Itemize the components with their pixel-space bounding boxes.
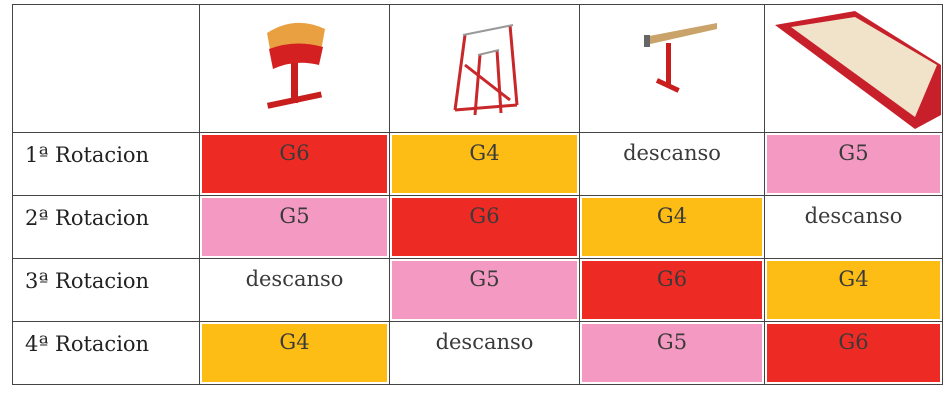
group-cell: descanso (579, 132, 765, 196)
group-cell: G6 (764, 321, 943, 385)
group-name: descanso (202, 261, 387, 319)
group-name: descanso (767, 198, 940, 256)
group-cell: G6 (389, 195, 580, 259)
floor-icon (775, 11, 941, 129)
balance-beam-icon (644, 23, 717, 93)
group-cell: G4 (579, 195, 765, 259)
group-name: G4 (582, 198, 762, 256)
header-row (12, 4, 943, 133)
group-cell: G4 (389, 132, 580, 196)
group-name: G4 (392, 135, 577, 193)
uneven-bars-cell (389, 4, 580, 133)
group-cell: G5 (199, 195, 390, 259)
row-label: 3ª Rotacion (25, 269, 150, 293)
group-cell: descanso (199, 258, 390, 322)
row-label-cell: 4ª Rotacion (12, 321, 200, 385)
row-label-cell: 2ª Rotacion (12, 195, 200, 259)
balance-beam-cell (579, 4, 765, 133)
group-name: descanso (582, 135, 762, 193)
group-name: G5 (767, 135, 940, 193)
group-name: G4 (767, 261, 940, 319)
rotation-row: 1ª Rotacion G6 G4 descanso G5 (12, 132, 943, 196)
row-label-cell: 3ª Rotacion (12, 258, 200, 322)
group-cell: G6 (199, 132, 390, 196)
row-label: 4ª Rotacion (25, 332, 150, 356)
group-cell: G5 (579, 321, 765, 385)
group-cell: descanso (389, 321, 580, 385)
group-cell: G5 (389, 258, 580, 322)
pommel-horse-icon (266, 22, 325, 109)
row-label: 2ª Rotacion (25, 206, 150, 230)
group-name: G6 (392, 198, 577, 256)
rotation-table: 1ª Rotacion G6 G4 descanso G5 2ª Rotacion G5 G6… (12, 4, 943, 385)
group-name: G6 (202, 135, 387, 193)
row-label: 1ª Rotacion (25, 143, 150, 167)
group-cell: G5 (764, 132, 943, 196)
group-name: G6 (582, 261, 762, 319)
rotation-row: 2ª Rotacion G5 G6 G4 descanso (12, 195, 943, 259)
rotation-row: 3ª Rotacion descanso G5 G6 G4 (12, 258, 943, 322)
rotation-row: 4ª Rotacion G4 descanso G5 G6 (12, 321, 943, 385)
group-cell: G4 (764, 258, 943, 322)
group-cell: G4 (199, 321, 390, 385)
group-cell: G6 (579, 258, 765, 322)
uneven-bars-icon (453, 24, 518, 116)
empty-cell (12, 4, 200, 133)
group-name: G5 (202, 198, 387, 256)
group-name: G5 (392, 261, 577, 319)
group-name: G4 (202, 324, 387, 382)
group-name: G5 (582, 324, 762, 382)
group-cell: descanso (764, 195, 943, 259)
group-name: descanso (392, 324, 577, 382)
pommel-horse-cell (199, 4, 390, 133)
row-label-cell: 1ª Rotacion (12, 132, 200, 196)
floor-cell (764, 4, 943, 133)
group-name: G6 (767, 324, 940, 382)
